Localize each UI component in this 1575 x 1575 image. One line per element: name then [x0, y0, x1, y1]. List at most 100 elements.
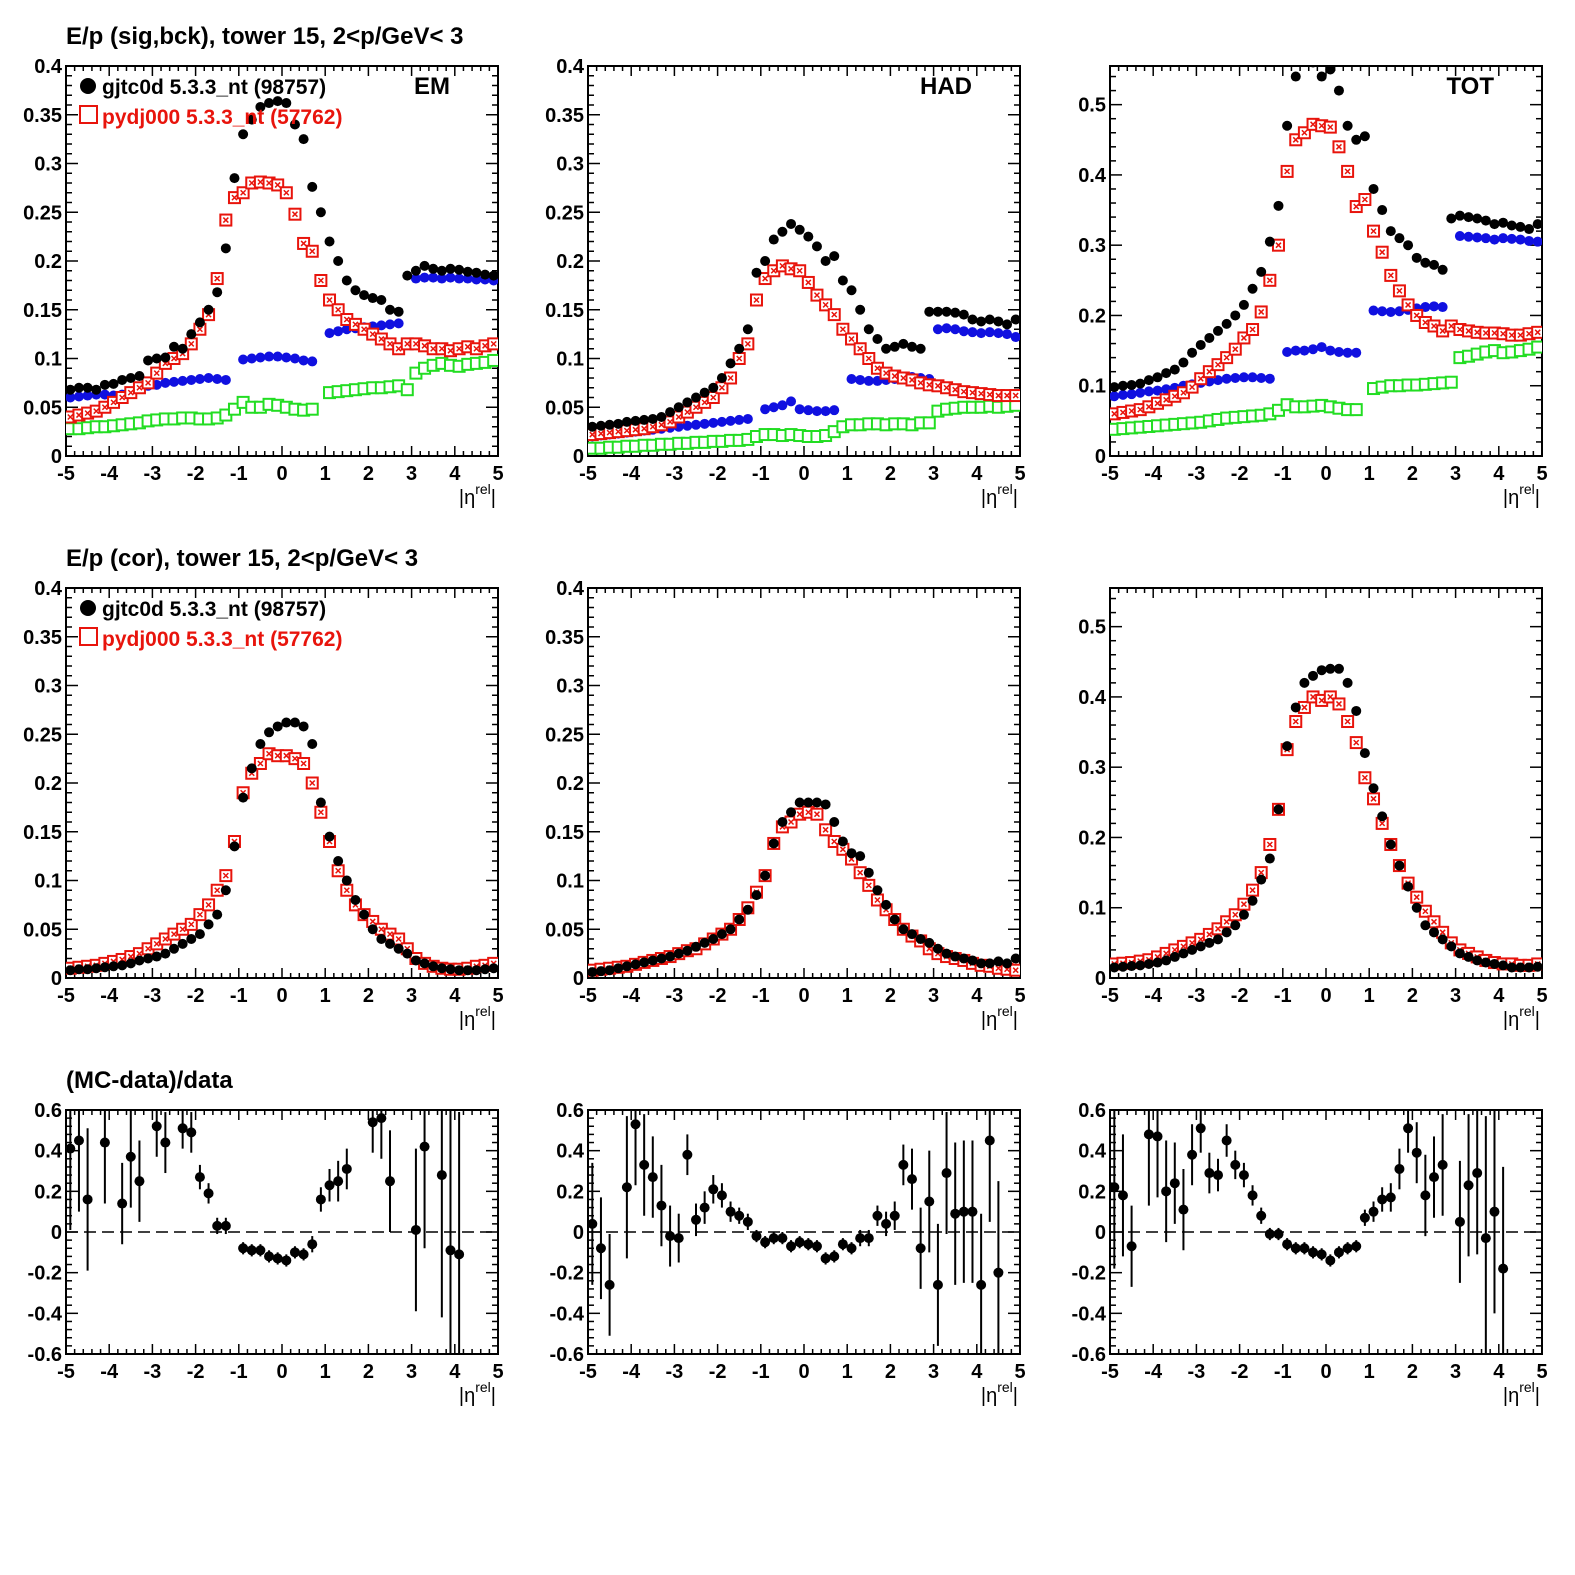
x-tick-label: -5: [1101, 985, 1119, 1007]
background-data-point: [160, 377, 171, 388]
mc-point-cross: [623, 427, 630, 434]
data-point: [613, 963, 624, 974]
data-point: [924, 1196, 935, 1207]
mc-point-cross: [1456, 326, 1463, 333]
data-point: [255, 101, 266, 112]
x-tick-label: 5: [1014, 463, 1025, 485]
background-data-point: [1010, 332, 1020, 343]
background-data-point: [1110, 391, 1120, 402]
mc-point-cross: [969, 389, 976, 396]
mc-point-cross: [1405, 301, 1412, 308]
data-point: [143, 355, 154, 366]
data-point: [1010, 314, 1020, 325]
mc-point-cross: [369, 918, 376, 925]
x-tick-label: -5: [57, 1361, 75, 1383]
plot-markers: [66, 717, 498, 976]
y-tick-label: 0.35: [23, 105, 62, 127]
y-tick-label: 0.25: [545, 724, 584, 746]
background-data-point: [1325, 345, 1336, 356]
data-point: [673, 1233, 684, 1244]
mc-point-cross: [822, 826, 829, 833]
background-data-point: [1282, 347, 1293, 357]
mc-point-cross: [136, 384, 143, 391]
data-point: [315, 797, 326, 808]
mc-point-cross: [196, 326, 203, 333]
mc-point-cross: [386, 931, 394, 938]
data-point: [1126, 1241, 1137, 1252]
background-data-point: [66, 392, 76, 403]
mc-point-cross: [335, 867, 342, 874]
data-point: [811, 797, 822, 808]
data-point: [367, 293, 378, 304]
data-point: [255, 739, 266, 749]
background-data-point: [203, 373, 214, 383]
background-data-point: [1333, 347, 1344, 357]
y-tick-label: 0.25: [23, 202, 62, 224]
y-tick-label: -0.6: [1072, 1344, 1106, 1366]
data-point: [846, 285, 857, 296]
background-data-point: [333, 326, 344, 337]
x-tick-label: 3: [928, 985, 939, 1007]
data-point: [1351, 134, 1362, 145]
data-point: [151, 1121, 162, 1132]
mc-point-cross: [482, 342, 489, 349]
background-data-point: [768, 402, 779, 413]
mc-point-cross: [67, 413, 74, 421]
mc-point-cross: [1310, 693, 1317, 700]
x-tick-label: 3: [1450, 985, 1461, 1007]
background-data-point: [1247, 372, 1258, 383]
data-point: [298, 134, 309, 145]
data-point: [1143, 958, 1154, 969]
data-point: [716, 1190, 727, 1201]
mc-point-cross: [240, 189, 247, 196]
data-point: [1169, 1178, 1180, 1189]
data-point: [613, 418, 624, 429]
x-tick-label: -4: [100, 1361, 119, 1383]
mc-point-cross: [874, 896, 881, 904]
data-point: [1385, 1192, 1396, 1203]
x-tick-label: 5: [1536, 1361, 1547, 1383]
mc-point-cross: [145, 945, 152, 952]
data-point: [1256, 266, 1267, 277]
mc-point-cross: [1171, 946, 1178, 953]
data-point: [1152, 1131, 1163, 1142]
mc-point-cross: [1189, 939, 1196, 946]
mc-point-cross: [1119, 409, 1126, 416]
mc-point-cross: [1012, 967, 1019, 974]
background-mc-point: [1444, 375, 1458, 389]
y-tick-label: 0.2: [1078, 305, 1106, 327]
data-point: [1187, 944, 1198, 955]
mc-point-cross: [274, 181, 281, 188]
data-point: [1282, 120, 1293, 131]
mc-point-cross: [127, 953, 134, 960]
x-tick-label: 1: [1364, 985, 1375, 1007]
mc-point-cross: [1387, 272, 1394, 279]
background-data-point: [436, 273, 447, 284]
data-point: [932, 306, 943, 317]
data-point: [480, 964, 491, 975]
mc-point-cross: [788, 265, 795, 272]
background-mc-point: [922, 416, 936, 430]
background-data-point: [1230, 373, 1241, 383]
background-mc-point: [487, 353, 498, 367]
mc-point-cross: [1292, 136, 1299, 143]
x-tick-label: 2: [885, 463, 896, 485]
x-tick-label: 4: [449, 463, 461, 485]
data-point: [393, 306, 404, 317]
background-data-point: [863, 375, 874, 386]
data-point: [786, 807, 797, 818]
data-point: [419, 1141, 430, 1152]
mc-point-cross: [145, 379, 152, 386]
data-point: [863, 867, 874, 878]
data-point: [1420, 1190, 1431, 1201]
background-data-point: [1342, 347, 1353, 358]
y-tick-label: 0.15: [23, 300, 62, 322]
y-tick-label: 0.2: [34, 773, 62, 795]
data-point: [264, 1251, 275, 1262]
data-point: [768, 838, 779, 849]
mc-point-cross: [848, 335, 855, 343]
background-data-point: [410, 273, 421, 284]
data-point: [402, 270, 413, 281]
data-point: [1480, 957, 1491, 968]
data-point: [1230, 920, 1241, 931]
